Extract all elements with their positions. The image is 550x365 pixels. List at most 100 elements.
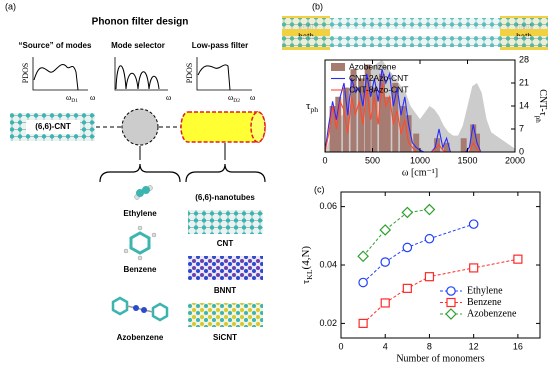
bar [364, 64, 371, 152]
mini-axes [32, 57, 88, 91]
panel-title: Phonon filter design [92, 17, 189, 28]
bnnt-icon [188, 256, 263, 280]
y-axis-label-part: KL [305, 269, 314, 280]
y-tick-label: 0.06 [319, 201, 337, 211]
cnt-icon [188, 210, 263, 234]
panel-b: (b) heat bath heat bath [282, 1, 548, 152]
marker [424, 272, 435, 282]
ethylene-icon [134, 185, 153, 200]
marker [380, 257, 391, 267]
x-axis-label: Number of monomers [396, 353, 484, 364]
nanotube-label: SiCNT [213, 333, 237, 342]
bar [379, 73, 385, 152]
x-tick-label: 1000 [410, 155, 430, 165]
legend-label: Benzene [467, 297, 502, 308]
mini-axes [114, 57, 168, 91]
y2-tick-label: 28 [519, 54, 529, 64]
bar [384, 96, 391, 152]
x-tick-label: 2000 [505, 155, 525, 165]
marker [402, 242, 413, 253]
legend-marker [446, 286, 456, 296]
x-tick-label: 0 [322, 155, 327, 165]
brace [185, 163, 266, 183]
x-tick-label: 4 [383, 341, 388, 351]
brace [99, 163, 181, 183]
y2-axis-label: CNT-τph [534, 89, 547, 123]
y-axis-label-part: τ [306, 100, 311, 112]
bar [470, 124, 477, 152]
panel-label: (a) [5, 1, 16, 11]
y2-tick-label: 21 [519, 77, 529, 87]
bar [460, 138, 467, 152]
nanotube-label: BNNT [214, 286, 236, 295]
tube-label: (6,6)-CNT [35, 122, 71, 131]
marker [423, 203, 436, 216]
panel-label: (b) [312, 1, 323, 11]
stage-heading: Low-pass filter [192, 41, 248, 50]
bar [335, 96, 342, 152]
x-tick-label: 16 [513, 341, 523, 351]
x-tick-label: 500 [365, 155, 380, 165]
marker [358, 277, 368, 288]
mode-selector [121, 108, 159, 146]
cutoff-label: ωD2 [228, 93, 240, 104]
legend-marker [445, 308, 457, 320]
label-box [26, 120, 80, 134]
chain [282, 36, 548, 47]
marker [424, 233, 435, 244]
pdos-label: PDOS [185, 63, 194, 83]
panel-label: (c) [314, 184, 325, 194]
line [362, 209, 430, 257]
y-axis-label-part: τ [300, 279, 312, 284]
sicnt-icon [188, 303, 263, 327]
azobenzene-icon [111, 296, 169, 322]
filter-end [250, 111, 266, 143]
marker [513, 254, 523, 264]
y2-axis-label-part: ph [534, 116, 542, 124]
y-axis-label-part: ph [310, 105, 318, 114]
marker [379, 224, 392, 236]
axis-label: ω [250, 93, 255, 102]
stage-heading: Mode selector [111, 41, 165, 50]
axis-label: ω [166, 93, 171, 102]
y-tick-label: 0.02 [319, 318, 337, 328]
marker [402, 283, 412, 293]
y2-tick-label: 7 [519, 123, 524, 133]
y2-axis-label-part: CNT-τ [537, 89, 548, 115]
cutoff-label-part: D1 [71, 98, 78, 104]
marker [468, 219, 479, 229]
molecule-label: Benzene [124, 265, 157, 274]
y-axis-label-part: (4,N) [300, 246, 312, 270]
mini-curve [33, 64, 79, 91]
bar [399, 106, 406, 152]
bar [443, 142, 450, 152]
legend-label: Ethylene [467, 285, 503, 296]
legend-label: Azobenzene [467, 308, 517, 319]
molecule-label: Azobenzene [117, 333, 164, 342]
y-tick-label: 0.04 [319, 259, 337, 269]
x-tick-label: 1500 [457, 155, 477, 165]
marker [357, 250, 369, 263]
mini-curve [115, 65, 160, 90]
benzene-icon [123, 225, 157, 261]
mini-axes [196, 57, 252, 91]
x-tick-label: 12 [469, 341, 479, 351]
marker [380, 298, 390, 308]
cutoff-label-part: D2 [233, 98, 240, 104]
mini-curve [197, 64, 231, 91]
x-tick-label: 8 [427, 341, 432, 351]
bar [371, 87, 378, 152]
legend-label: CNT-8Azo-CNT [349, 84, 409, 94]
bar [329, 106, 336, 152]
nanotubes-heading: (6,6)-nanotubes [195, 193, 255, 202]
legend-label: CNT-2Azo-CNT [349, 73, 409, 83]
legend-label: Azobenzene [349, 61, 397, 71]
y-axis-label: τKL(4,N) [300, 246, 315, 285]
pdos-label: PDOS [21, 63, 30, 83]
line [362, 223, 474, 283]
y-axis-label: τph [306, 100, 318, 115]
cutoff-label-part: ω [228, 93, 233, 102]
bar [434, 138, 441, 152]
molecule-label: Ethylene [123, 209, 157, 218]
